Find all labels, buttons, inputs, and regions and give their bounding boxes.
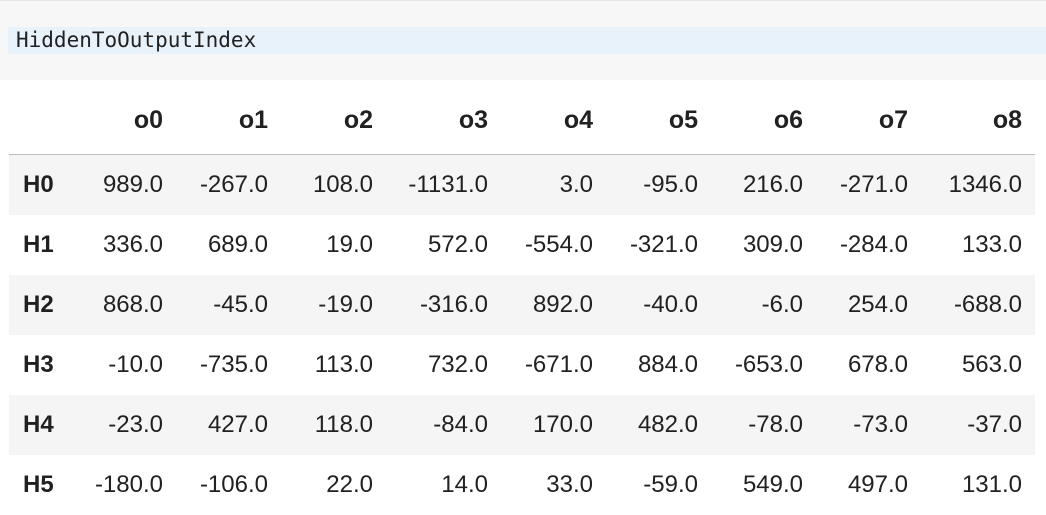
index-header bbox=[9, 92, 81, 155]
column-header-o4: o4 bbox=[501, 92, 606, 155]
table-cell: -180.0 bbox=[94, 470, 163, 498]
table-cell: 113.0 bbox=[314, 350, 373, 378]
table-cell: 427.0 bbox=[207, 410, 268, 438]
cell-output: o0 o1 o2 o3 o4 o5 o6 o7 o8 H0 989.0 -267.0 108.0 -11… bbox=[9, 92, 1035, 515]
table-cell: 884.0 bbox=[637, 350, 698, 378]
table-cell: 732.0 bbox=[427, 350, 488, 378]
table-row: H4 -23.0 427.0 118.0 -84.0 170.0 482.0 -78.0 -73… bbox=[9, 394, 1035, 455]
column-header-o2: o2 bbox=[281, 92, 386, 155]
table-cell: 254.0 bbox=[847, 290, 908, 318]
table-cell: 133.0 bbox=[961, 230, 1022, 258]
row-index-label: H0 bbox=[23, 170, 54, 198]
table-cell: -321.0 bbox=[629, 230, 698, 258]
table-cell: -267.0 bbox=[199, 170, 268, 198]
table-cell: -6.0 bbox=[761, 290, 803, 318]
table-cell: 678.0 bbox=[847, 350, 908, 378]
column-header-label: o5 bbox=[668, 105, 698, 134]
table-cell: 563.0 bbox=[961, 350, 1022, 378]
table-cell: -73.0 bbox=[853, 410, 908, 438]
table-row: H3 -10.0 -735.0 113.0 732.0 -671.0 884.0 -653.0… bbox=[9, 335, 1035, 395]
table-cell: -59.0 bbox=[643, 470, 698, 498]
table-cell: -106.0 bbox=[199, 470, 268, 498]
column-header-label: o1 bbox=[238, 105, 268, 134]
table-cell: -45.0 bbox=[213, 290, 268, 318]
table-cell: 3.0 bbox=[559, 170, 593, 198]
column-header-o6: o6 bbox=[711, 92, 816, 155]
table-row: H0 989.0 -267.0 108.0 -1131.0 3.0 -95.0 216.0 -2… bbox=[9, 154, 1035, 215]
table-body: H0 989.0 -267.0 108.0 -1131.0 3.0 -95.0 216.0 -2… bbox=[9, 154, 1035, 515]
table-cell: 1346.0 bbox=[948, 170, 1022, 198]
table-cell: 549.0 bbox=[742, 470, 803, 498]
table-cell: 14.0 bbox=[441, 470, 488, 498]
column-header-label: o3 bbox=[458, 105, 488, 134]
table-cell: -271.0 bbox=[839, 170, 908, 198]
table-cell: 131.0 bbox=[961, 470, 1022, 498]
column-header-o1: o1 bbox=[176, 92, 281, 155]
column-header-label: o6 bbox=[773, 105, 803, 134]
table-cell: -78.0 bbox=[748, 410, 803, 438]
table-cell: -95.0 bbox=[643, 170, 698, 198]
column-header-label: o0 bbox=[133, 105, 163, 134]
table-cell: 118.0 bbox=[314, 410, 373, 438]
table-cell: -671.0 bbox=[524, 350, 593, 378]
table-cell: 892.0 bbox=[532, 290, 593, 318]
table-cell: -37.0 bbox=[967, 410, 1022, 438]
column-header-label: o4 bbox=[563, 105, 593, 134]
table-cell: 309.0 bbox=[742, 230, 803, 258]
table-cell: 497.0 bbox=[847, 470, 908, 498]
column-header-o7: o7 bbox=[816, 92, 921, 155]
column-header-label: o7 bbox=[878, 105, 908, 134]
table-cell: -284.0 bbox=[839, 230, 908, 258]
table-cell: -19.0 bbox=[318, 290, 373, 318]
table-cell: 572.0 bbox=[427, 230, 488, 258]
header-row: o0 o1 o2 o3 o4 o5 o6 o7 o8 bbox=[9, 92, 1035, 155]
row-index-label: H3 bbox=[23, 350, 54, 378]
column-header-o8: o8 bbox=[921, 92, 1035, 155]
column-header-label: o2 bbox=[343, 105, 373, 134]
code-cell[interactable]: HiddenToOutputIndex bbox=[0, 0, 1046, 80]
column-header-o3: o3 bbox=[386, 92, 501, 155]
column-header-label: o8 bbox=[992, 105, 1022, 134]
table-cell: 19.0 bbox=[326, 230, 373, 258]
table-cell: 989.0 bbox=[102, 170, 163, 198]
row-index-label: H2 bbox=[23, 290, 54, 318]
table-cell: 108.0 bbox=[312, 170, 373, 198]
table-cell: -10.0 bbox=[108, 350, 163, 378]
table-cell: 689.0 bbox=[207, 230, 268, 258]
dataframe-table: o0 o1 o2 o3 o4 o5 o6 o7 o8 H0 989.0 -267.0 108.0 -11… bbox=[9, 92, 1035, 515]
table-cell: -84.0 bbox=[433, 410, 488, 438]
table-cell: -23.0 bbox=[108, 410, 163, 438]
table-cell: -554.0 bbox=[524, 230, 593, 258]
table-cell: -735.0 bbox=[199, 350, 268, 378]
table-cell: 868.0 bbox=[102, 290, 163, 318]
row-index-label: H5 bbox=[23, 470, 54, 498]
table-cell: 170.0 bbox=[532, 410, 593, 438]
column-header-o5: o5 bbox=[606, 92, 711, 155]
table-cell: -316.0 bbox=[419, 290, 488, 318]
table-cell: -1131.0 bbox=[408, 170, 488, 198]
row-index-label: H4 bbox=[23, 410, 54, 438]
column-header-o0: o0 bbox=[81, 92, 176, 155]
table-cell: 22.0 bbox=[326, 470, 373, 498]
code-line-highlight[interactable]: HiddenToOutputIndex bbox=[8, 27, 1046, 54]
table-cell: 216.0 bbox=[742, 170, 803, 198]
table-cell: -688.0 bbox=[953, 290, 1022, 318]
code-source: HiddenToOutputIndex bbox=[16, 28, 257, 52]
table-cell: 482.0 bbox=[637, 410, 698, 438]
table-cell: -40.0 bbox=[643, 290, 698, 318]
row-index-label: H1 bbox=[23, 230, 54, 258]
table-row: H5 -180.0 -106.0 22.0 14.0 33.0 -59.0 549.0 497.… bbox=[9, 455, 1035, 515]
table-cell: -653.0 bbox=[734, 350, 803, 378]
table-cell: 336.0 bbox=[102, 230, 163, 258]
table-row: H1 336.0 689.0 19.0 572.0 -554.0 -321.0 309.0 -2… bbox=[9, 215, 1035, 275]
table-cell: 33.0 bbox=[546, 470, 593, 498]
table-row: H2 868.0 -45.0 -19.0 -316.0 892.0 -40.0 -6.0 254… bbox=[9, 274, 1035, 335]
